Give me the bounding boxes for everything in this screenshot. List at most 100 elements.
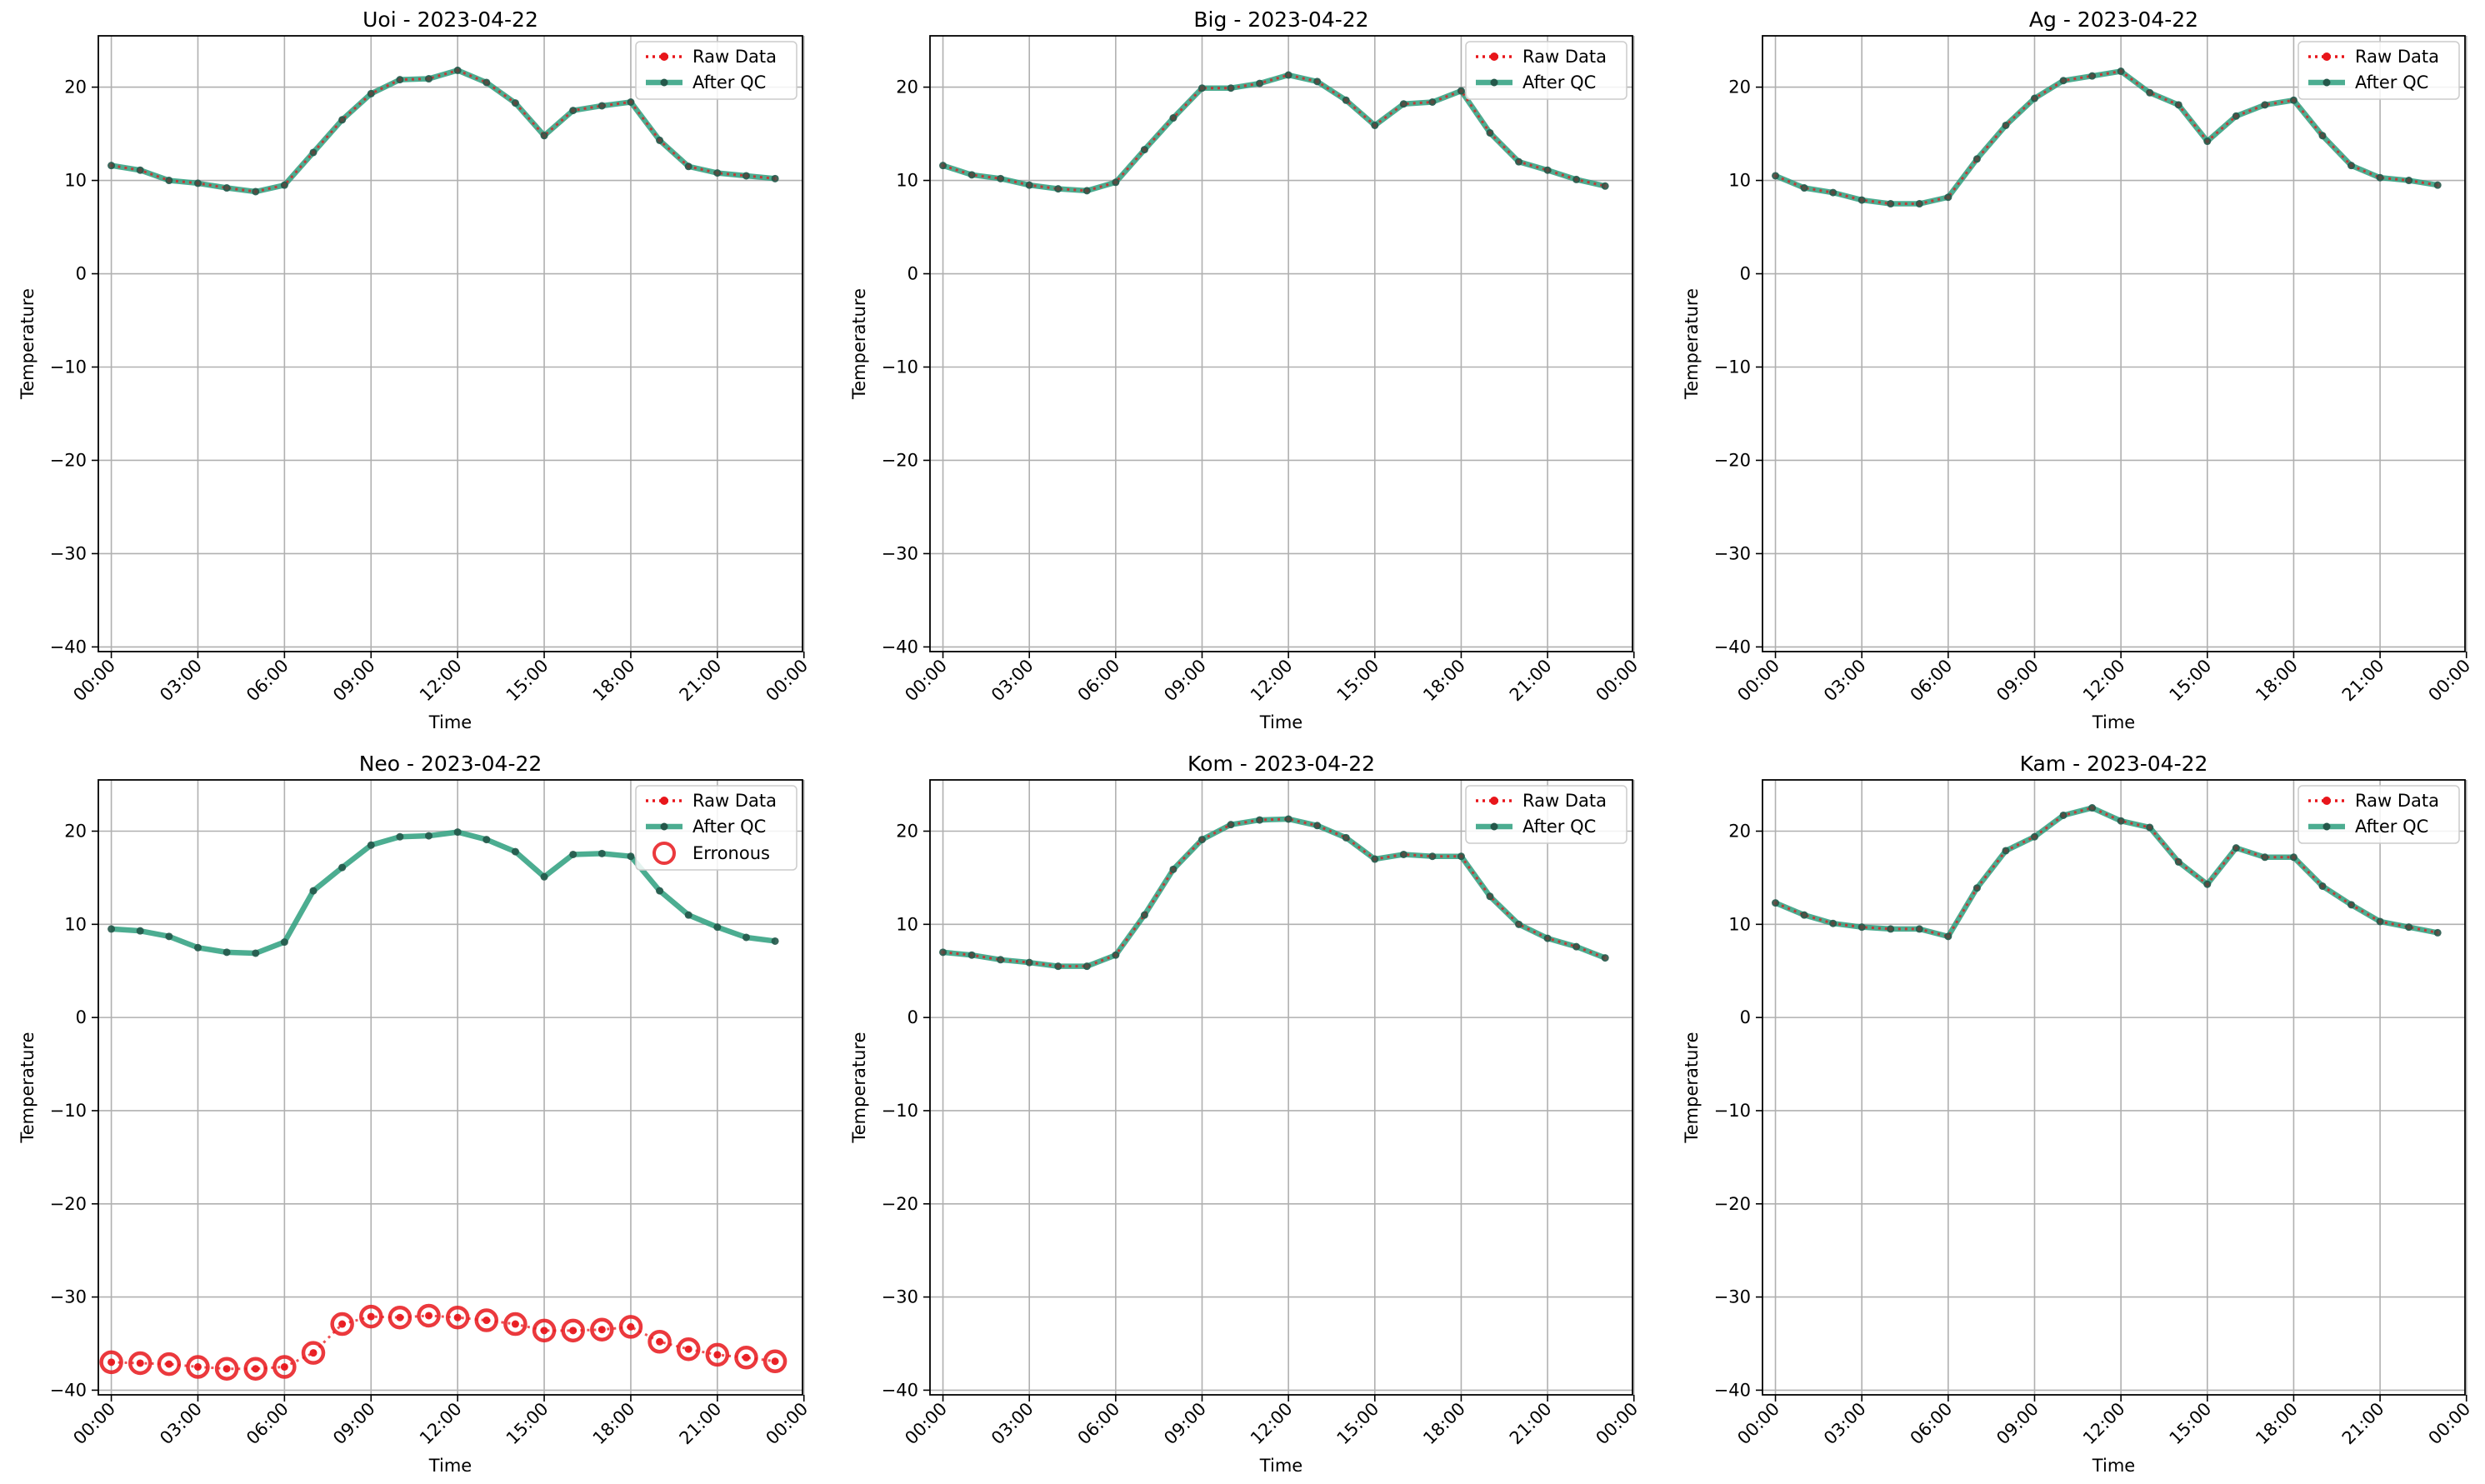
legend-swatch-qc-marker: [1490, 822, 1498, 831]
point-erroneous: [762, 1349, 788, 1373]
legend-swatch-raw-marker: [660, 797, 668, 805]
point-after-qc: [1025, 958, 1033, 967]
point-after-qc: [165, 932, 173, 941]
point-after-qc: [1198, 836, 1206, 844]
legend-swatch-erroneous: [652, 842, 676, 865]
point-raw-data: [1888, 202, 1893, 207]
x-tick-label: 06:00: [242, 656, 292, 706]
point-raw-data: [511, 1320, 519, 1328]
point-raw-data: [1372, 857, 1378, 862]
point-after-qc: [939, 948, 948, 957]
point-after-qc: [2059, 811, 2068, 819]
point-raw-data: [482, 1317, 491, 1325]
point-raw-data: [1027, 182, 1032, 187]
point-raw-data: [941, 163, 946, 168]
point-raw-data: [1574, 944, 1579, 949]
axes-frame: [1762, 779, 2466, 1396]
point-after-qc: [511, 99, 519, 107]
point-after-qc: [252, 949, 260, 957]
legend: Raw Data After QC: [2298, 785, 2460, 844]
point-raw-data: [1974, 886, 1979, 891]
y-tick-label: 20: [64, 822, 87, 842]
point-raw-data: [1199, 837, 1204, 842]
point-raw-data: [941, 950, 946, 955]
point-erroneous: [272, 1355, 297, 1379]
axes-frame: [929, 35, 1633, 652]
point-after-qc: [1457, 852, 1465, 861]
y-tick-label: 0: [76, 1007, 87, 1027]
x-tick-label: 09:00: [329, 656, 379, 706]
point-after-qc: [1515, 920, 1523, 928]
point-after-qc: [2117, 67, 2125, 76]
point-after-qc: [1140, 146, 1148, 154]
point-after-qc: [2203, 137, 2212, 146]
point-raw-data: [455, 67, 460, 72]
x-tick-label: 12:00: [2079, 1399, 2129, 1449]
y-tick-label: −30: [882, 543, 918, 563]
y-tick-label: −10: [50, 1101, 87, 1121]
point-after-qc: [2146, 88, 2154, 97]
point-after-qc: [396, 76, 404, 84]
point-after-qc: [1082, 962, 1091, 971]
point-after-qc: [742, 933, 750, 942]
point-raw-data: [2003, 848, 2008, 853]
point-after-qc: [684, 162, 692, 171]
y-tick-label: 0: [1740, 264, 1751, 284]
point-after-qc: [684, 911, 692, 919]
point-after-qc: [2348, 162, 2356, 170]
x-tick-label: 00:00: [901, 1399, 951, 1449]
point-raw-data: [1602, 956, 1608, 961]
point-after-qc: [627, 97, 635, 106]
point-raw-data: [1602, 183, 1608, 188]
y-tick-label: −30: [882, 1287, 918, 1307]
point-raw-data: [743, 173, 748, 178]
x-tick-label: 00:00: [1592, 1399, 1642, 1449]
legend-label-raw: Raw Data: [2355, 47, 2439, 67]
legend-label-qc: After QC: [692, 817, 766, 837]
point-erroneous: [417, 1303, 441, 1328]
y-tick-label: −30: [50, 543, 87, 563]
y-tick-label: −20: [1714, 1194, 1751, 1214]
point-after-qc: [2088, 804, 2097, 812]
x-tick-label: 00:00: [762, 656, 812, 706]
point-raw-data: [713, 1351, 722, 1359]
y-axis-label: Temperature: [1682, 288, 1702, 400]
point-after-qc: [1256, 816, 1264, 824]
point-raw-data: [2032, 834, 2037, 839]
y-tick-label: −40: [882, 1380, 918, 1400]
point-raw-data: [2378, 175, 2382, 180]
point-after-qc: [222, 184, 231, 192]
point-after-qc: [598, 102, 606, 110]
point-after-qc: [1944, 193, 1952, 202]
point-raw-data: [2407, 178, 2412, 183]
point-raw-data: [2118, 818, 2123, 823]
legend-swatch-raw-marker: [2322, 52, 2331, 61]
point-erroneous: [214, 1357, 239, 1381]
point-raw-data: [1056, 187, 1061, 192]
point-after-qc: [2405, 923, 2413, 932]
x-tick-label: 03:00: [156, 656, 206, 706]
x-tick-label: 06:00: [1907, 656, 1957, 706]
point-after-qc: [1887, 200, 1895, 208]
point-raw-data: [165, 1360, 173, 1368]
legend-swatch-raw-marker: [1490, 52, 1498, 61]
point-raw-data: [2176, 102, 2181, 107]
point-raw-data: [193, 1362, 202, 1371]
point-raw-data: [1917, 927, 1922, 932]
point-after-qc: [1915, 200, 1923, 208]
point-raw-data: [1488, 130, 1492, 135]
point-raw-data: [224, 186, 229, 191]
point-after-qc: [1972, 884, 1981, 892]
point-after-qc: [1025, 181, 1033, 189]
x-tick-label: 06:00: [1074, 1399, 1124, 1449]
point-raw-data: [2435, 930, 2440, 935]
y-axis-label: Temperature: [18, 1032, 38, 1143]
point-raw-data: [1258, 817, 1262, 822]
point-raw-data: [2205, 139, 2210, 144]
point-raw-data: [108, 1358, 116, 1367]
point-after-qc: [1112, 178, 1120, 187]
point-after-qc: [367, 841, 375, 849]
x-tick-label: 06:00: [1074, 656, 1124, 706]
x-tick-label: 03:00: [1820, 656, 1870, 706]
y-tick-label: −20: [882, 1194, 918, 1214]
